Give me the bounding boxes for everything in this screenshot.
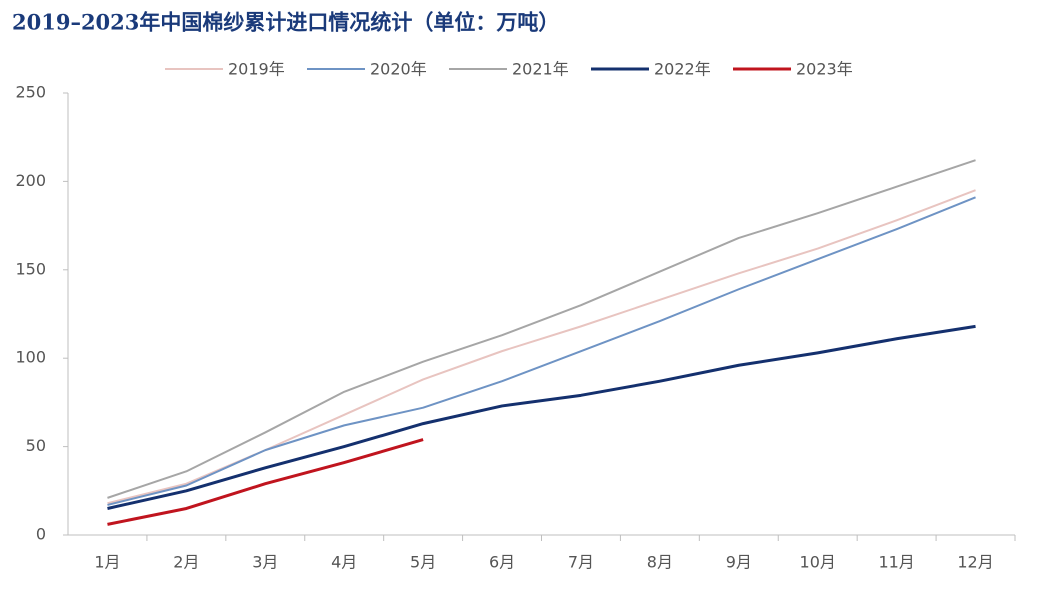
x-tick-label: 12月 xyxy=(957,553,993,572)
y-tick-label: 200 xyxy=(15,171,46,190)
x-tick-label: 3月 xyxy=(252,553,278,572)
x-tick-label: 9月 xyxy=(726,553,752,572)
x-tick-label: 5月 xyxy=(410,553,436,572)
legend-label: 2019年 xyxy=(228,60,285,79)
x-tick-label: 6月 xyxy=(489,553,515,572)
legend-label: 2022年 xyxy=(654,60,711,79)
x-tick-label: 8月 xyxy=(647,553,673,572)
x-tick-label: 1月 xyxy=(94,553,120,572)
chart-title: 2019–2023年中国棉纱累计进口情况统计（单位：万吨） xyxy=(12,10,559,35)
y-tick-label: 50 xyxy=(26,436,46,455)
series-line xyxy=(107,438,424,526)
x-tick-label: 7月 xyxy=(568,553,594,572)
y-tick-label: 0 xyxy=(36,525,46,544)
x-tick-label: 2月 xyxy=(173,553,199,572)
y-tick-label: 250 xyxy=(15,83,46,102)
series-line xyxy=(107,159,976,499)
legend-label: 2020年 xyxy=(370,60,427,79)
series-line xyxy=(107,196,976,506)
series-line xyxy=(107,324,976,510)
y-tick-label: 150 xyxy=(15,259,46,278)
y-tick-label: 100 xyxy=(15,348,46,367)
x-tick-label: 10月 xyxy=(800,553,836,572)
legend-label: 2023年 xyxy=(796,60,853,79)
x-tick-label: 4月 xyxy=(331,553,357,572)
legend-label: 2021年 xyxy=(512,60,569,79)
x-tick-label: 11月 xyxy=(878,553,914,572)
